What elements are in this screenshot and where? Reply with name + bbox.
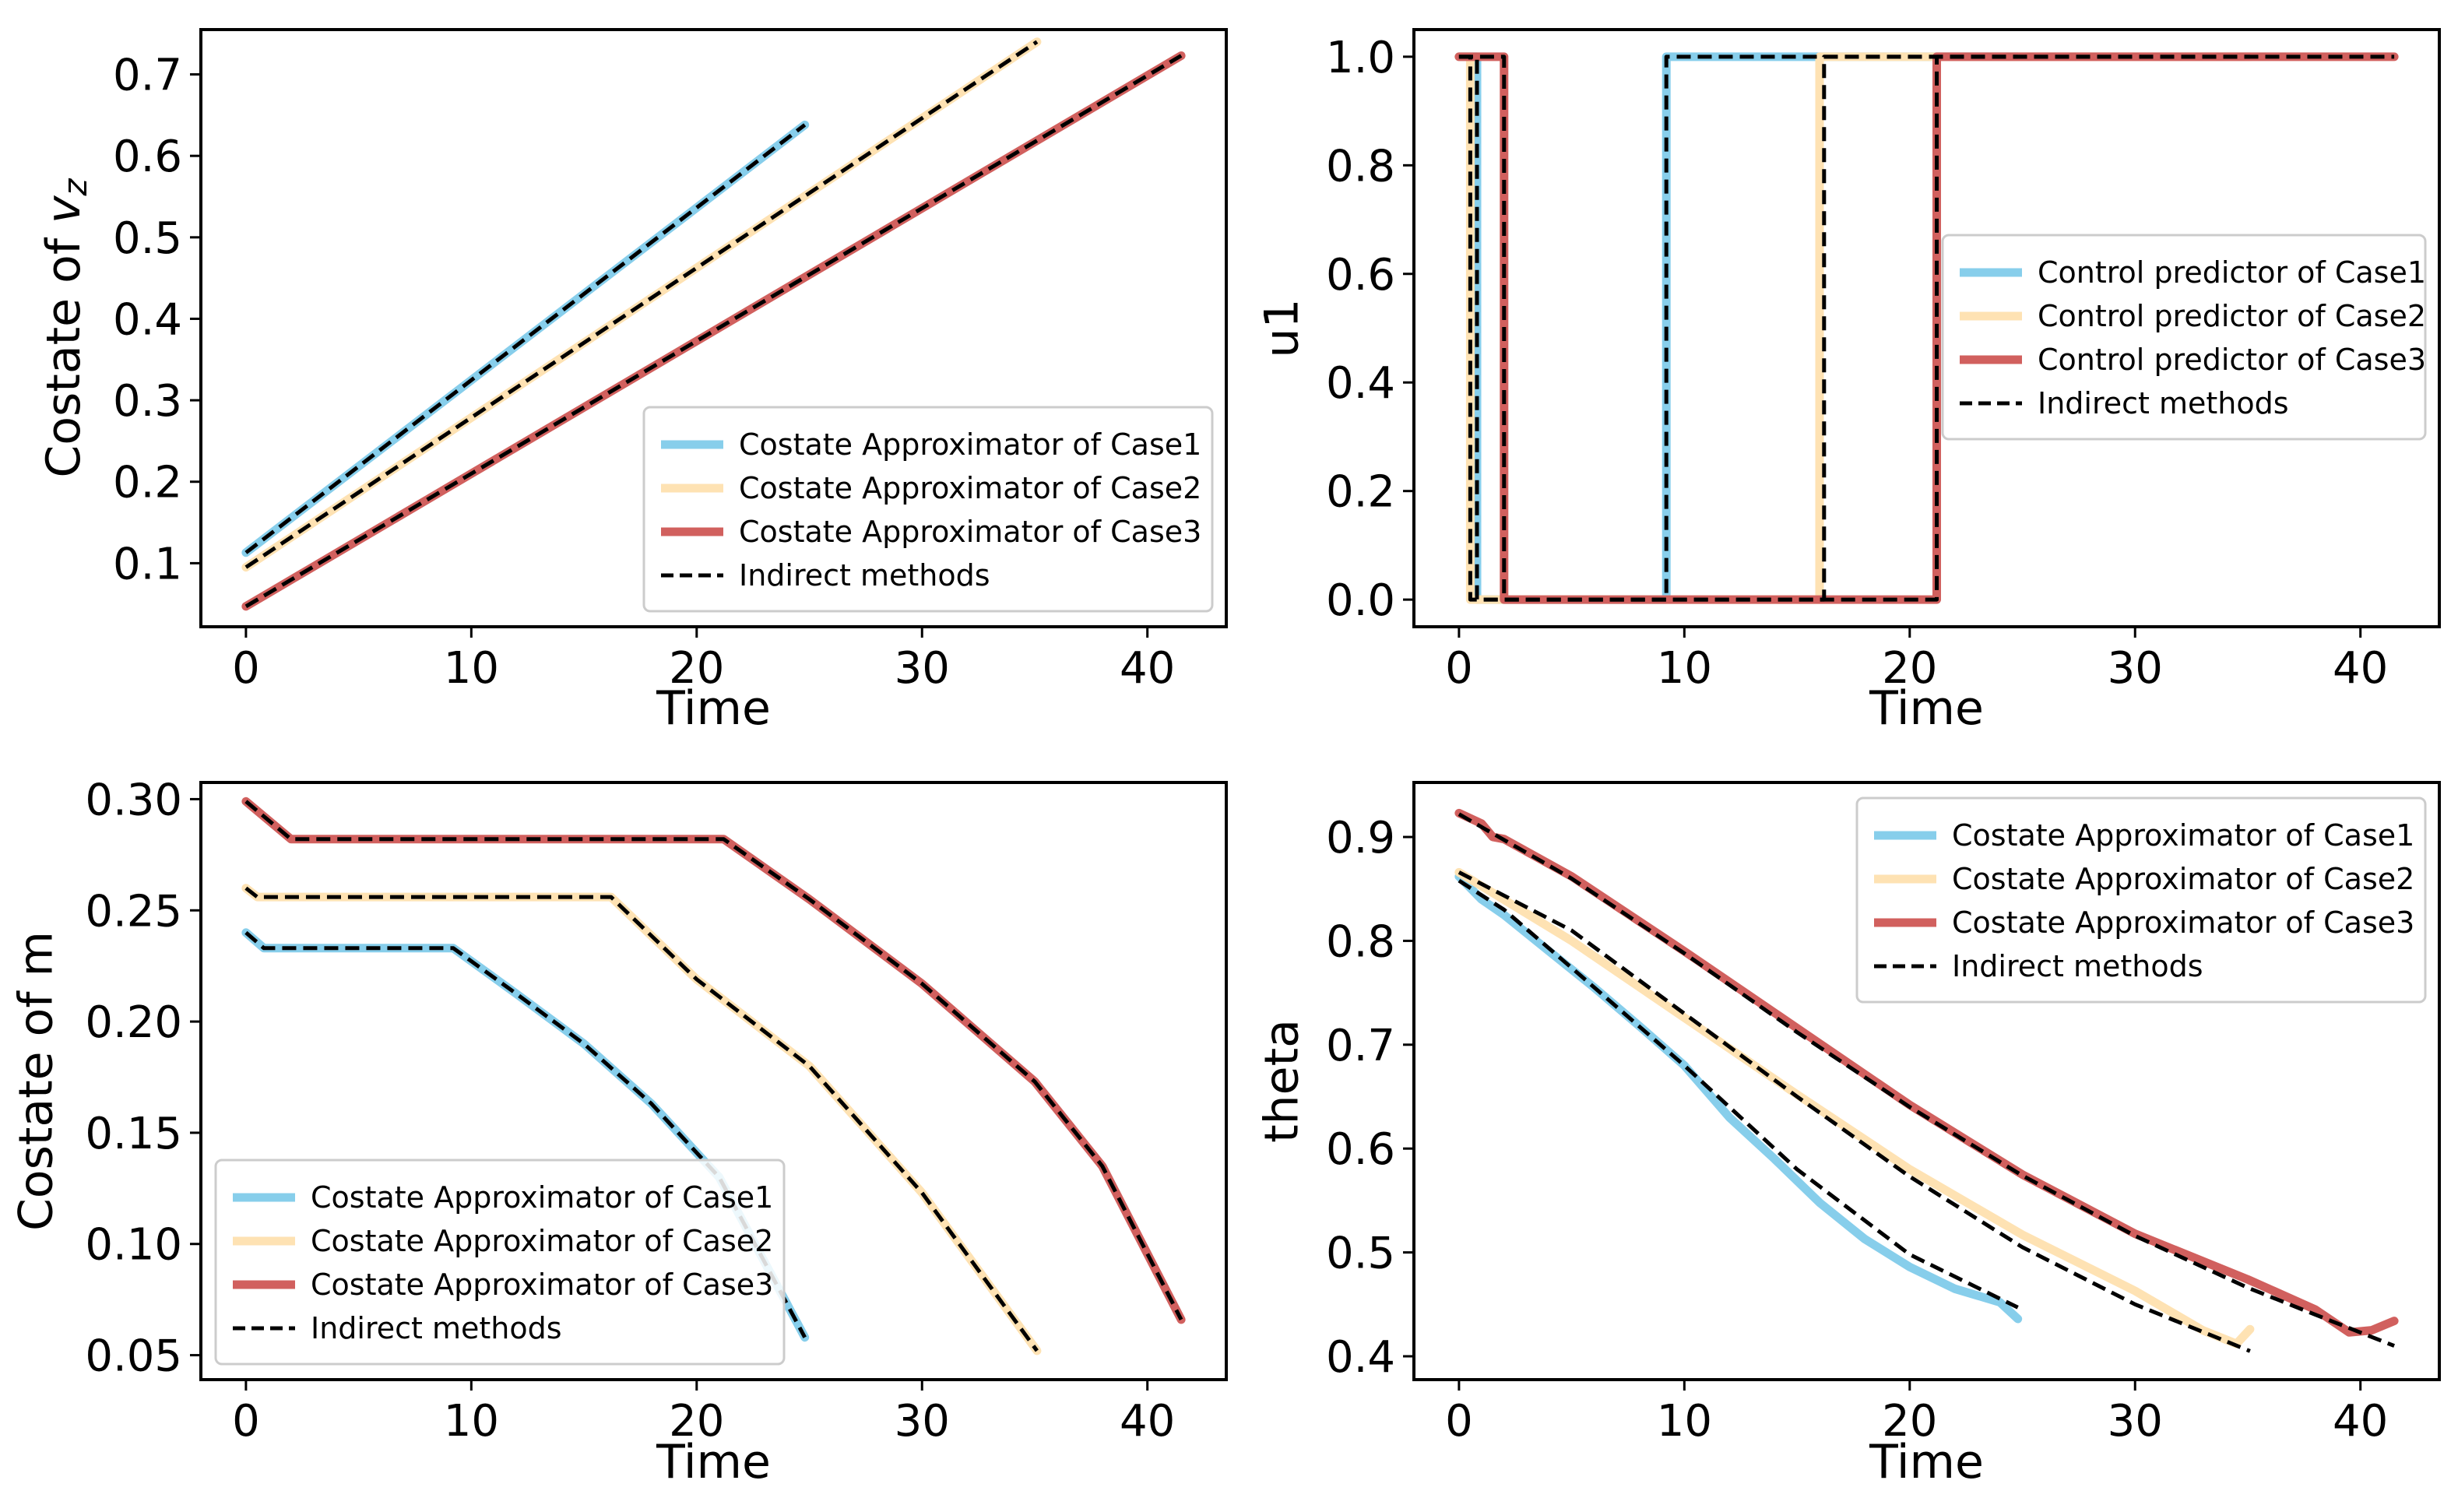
y-tick-label: 0.6	[1326, 250, 1395, 301]
legend-label: Costate Approximator of Case1	[739, 427, 1201, 462]
legend-label: Costate Approximator of Case2	[739, 471, 1201, 505]
legend-box	[642, 406, 1214, 613]
plot-frame	[199, 28, 1228, 628]
x-tick-label: 20	[1882, 643, 1937, 694]
y-tick-label: 0.0	[1326, 575, 1395, 626]
legend-label: Costate Approximator of Case3	[739, 515, 1201, 549]
series-line-indirect-methods	[1458, 812, 2396, 1348]
y-tick-label: 1.0	[1326, 33, 1395, 83]
series-line-indirect-methods	[244, 800, 1183, 1321]
series-line-indirect-methods	[244, 886, 1039, 1352]
x-tick-label: 20	[669, 1396, 724, 1447]
x-tick-label: 0	[232, 643, 260, 694]
series-line-indirect-methods	[244, 123, 807, 554]
plot-frame	[1412, 781, 2441, 1381]
x-axis-label: Time	[656, 681, 771, 736]
legend-label: Control predictor of Case1	[2038, 255, 2426, 290]
series-line-indirect-methods	[1458, 55, 2395, 602]
plot-frame	[199, 781, 1228, 1381]
legend-label: Costate Approximator of Case2	[1952, 862, 2414, 896]
series-group	[241, 37, 1186, 611]
legend-label: Indirect methods	[739, 558, 990, 592]
x-tick-label: 0	[1445, 643, 1473, 694]
x-tick-label: 40	[2333, 643, 2388, 694]
y-tick-label: 0.5	[113, 213, 182, 264]
y-tick-label: 0.25	[85, 886, 182, 937]
y-tick-label: 0.15	[85, 1109, 182, 1159]
y-axis-label: Costate of m	[9, 931, 64, 1231]
legend-label: Costate Approximator of Case2	[311, 1224, 773, 1258]
plot-frame	[1412, 28, 2441, 628]
legend-box	[1855, 796, 2427, 1004]
series-group	[1454, 52, 2399, 604]
y-tick-label: 0.7	[113, 51, 182, 101]
x-axis-label: Time	[1869, 681, 1984, 736]
chart-panel-2: 0 10 20 30 40 0.0 0.2 0.4 0.6 0.8 1.0 Time u1 Control…	[1255, 28, 2441, 736]
x-tick-label: 20	[669, 643, 724, 694]
y-axis-label: Costate of vz	[37, 178, 94, 477]
y-axis-label: theta	[1255, 1019, 1310, 1143]
x-tick-label: 10	[1657, 1396, 1712, 1447]
y-tick-label: 0.6	[1326, 1124, 1395, 1175]
x-tick-label: 0	[232, 1396, 260, 1447]
legend: Costate Approximator of Case1 Costate App…	[214, 1159, 786, 1366]
legend-label: Control predictor of Case3	[2038, 343, 2426, 377]
series-line-indirect-methods	[244, 40, 1039, 569]
x-tick-label: 30	[895, 1396, 950, 1447]
legend: Costate Approximator of Case1 Costate App…	[1855, 796, 2427, 1004]
x-axis-label: Time	[1869, 1435, 1984, 1489]
series-group	[1454, 808, 2399, 1353]
y-tick-label: 0.8	[1326, 916, 1395, 967]
legend-label: Costate Approximator of Case1	[1952, 818, 2414, 853]
y-tick-label: 0.20	[85, 997, 182, 1048]
x-tick-label: 10	[1657, 643, 1712, 694]
legend-label: Indirect methods	[2038, 386, 2289, 420]
x-tick-label: 10	[444, 1396, 499, 1447]
y-tick-label: 0.4	[1326, 358, 1395, 409]
y-tick-label: 0.4	[1326, 1332, 1395, 1383]
series-line-case1	[1454, 872, 2023, 1324]
y-tick-label: 0.6	[113, 132, 182, 182]
y-tick-label: 0.4	[113, 294, 182, 345]
legend: Control predictor of Case1 Control predic…	[1941, 234, 2427, 441]
x-tick-label: 40	[1120, 1396, 1175, 1447]
series-line-indirect-methods	[244, 54, 1183, 608]
y-tick-label: 0.1	[113, 539, 182, 589]
y-tick-label: 0.2	[113, 458, 182, 508]
legend-label: Indirect methods	[311, 1311, 562, 1345]
y-tick-label: 0.8	[1326, 141, 1395, 192]
y-tick-label: 0.7	[1326, 1021, 1395, 1071]
x-tick-label: 40	[2333, 1396, 2388, 1447]
legend-label: Indirect methods	[1952, 949, 2203, 983]
legend-label: Costate Approximator of Case3	[311, 1268, 773, 1302]
legend-label: Costate Approximator of Case1	[311, 1180, 773, 1215]
y-tick-label: 0.05	[85, 1331, 182, 1382]
x-tick-label: 0	[1445, 1396, 1473, 1447]
y-axis-label: u1	[1255, 298, 1310, 357]
chart-panel-1: 0 10 20 30 40 0.1 0.2 0.3 0.4 0.5 0.6 0.7 Time Costat…	[37, 28, 1228, 736]
x-tick-label: 30	[2108, 643, 2163, 694]
x-axis-label: Time	[656, 1435, 771, 1489]
x-tick-label: 40	[1120, 643, 1175, 694]
chart-panel-4: 0 10 20 30 40 0.4 0.5 0.6 0.7 0.8 0.9 Time theta Cost…	[1255, 781, 2441, 1489]
y-tick-label: 0.30	[85, 775, 182, 825]
legend-label: Costate Approximator of Case3	[1952, 905, 2414, 940]
x-tick-label: 10	[444, 643, 499, 694]
x-tick-label: 30	[2108, 1396, 2163, 1447]
y-tick-label: 0.10	[85, 1220, 182, 1271]
y-tick-label: 0.5	[1326, 1229, 1395, 1279]
y-tick-label: 0.2	[1326, 467, 1395, 518]
chart-panel-3: 0 10 20 30 40 0.05 0.10 0.15 0.20 0.25 0.30 Time Cos…	[9, 775, 1228, 1489]
legend-box	[214, 1159, 786, 1366]
legend-box	[1941, 234, 2427, 441]
x-tick-label: 20	[1882, 1396, 1937, 1447]
legend: Costate Approximator of Case1 Costate App…	[642, 406, 1214, 613]
legend-label: Control predictor of Case2	[2038, 299, 2426, 333]
y-tick-label: 0.3	[113, 376, 182, 427]
series-line-indirect-methods	[1458, 870, 2251, 1353]
x-tick-label: 30	[895, 643, 950, 694]
y-tick-label: 0.9	[1326, 813, 1395, 863]
series-line-indirect-methods	[1458, 878, 2019, 1310]
